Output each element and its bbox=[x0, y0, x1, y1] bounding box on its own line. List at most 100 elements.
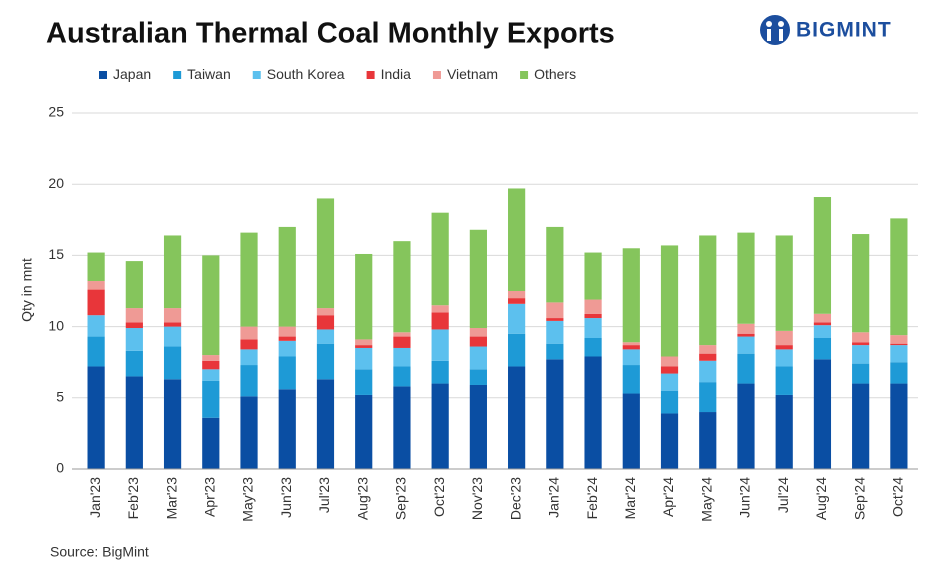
x-tick-label: Sep'24 bbox=[851, 477, 867, 520]
x-tick-label: Jan'24 bbox=[546, 477, 562, 518]
legend-label: India bbox=[381, 66, 412, 82]
bar-segment bbox=[125, 350, 143, 377]
x-tick-label: May'23 bbox=[240, 477, 256, 522]
x-tick-label: Aug'23 bbox=[354, 477, 370, 520]
bar-segment bbox=[87, 289, 105, 316]
bar-segment bbox=[813, 313, 832, 323]
bar-segment bbox=[240, 232, 258, 327]
bar-segment bbox=[813, 337, 832, 360]
bar-segment bbox=[431, 360, 449, 384]
bar-segment bbox=[775, 345, 793, 350]
bar-segment bbox=[125, 376, 143, 469]
legend-swatch bbox=[520, 71, 529, 79]
bar-segment bbox=[393, 386, 411, 469]
bar-segment bbox=[775, 366, 793, 395]
bar-segment bbox=[699, 360, 717, 383]
x-tick-label: Aug'24 bbox=[813, 477, 829, 520]
bar-segment bbox=[278, 389, 296, 469]
bar-segment bbox=[852, 383, 870, 469]
bar-segment bbox=[546, 226, 564, 303]
bar-segment bbox=[316, 379, 335, 469]
bar-segment bbox=[508, 303, 526, 334]
logo-icon-bar bbox=[767, 29, 771, 41]
legend-swatch bbox=[432, 71, 441, 79]
bar-segment bbox=[469, 369, 487, 385]
bar-segment bbox=[622, 345, 640, 350]
bar-segment bbox=[660, 413, 679, 469]
bar-segment bbox=[87, 252, 105, 282]
bar-segment bbox=[355, 345, 373, 348]
bar-segment bbox=[508, 333, 526, 367]
bar-segment bbox=[508, 188, 526, 291]
x-tick-label: Feb'24 bbox=[584, 477, 600, 520]
x-tick-label: Apr'23 bbox=[201, 477, 217, 517]
bar-segment bbox=[584, 318, 602, 338]
x-tick-label: Mar'24 bbox=[622, 477, 638, 520]
x-tick-label: Sep'23 bbox=[393, 477, 409, 520]
bar-segment bbox=[431, 312, 449, 330]
bar-segment bbox=[393, 241, 411, 333]
legend-label: South Korea bbox=[267, 66, 345, 82]
x-tick-label: Mar'23 bbox=[163, 477, 179, 520]
x-tick-label: Oct'24 bbox=[890, 477, 906, 517]
bar-segment bbox=[202, 255, 220, 356]
bar-segment bbox=[278, 336, 296, 341]
bar-segment bbox=[622, 248, 640, 343]
bar-segment bbox=[355, 347, 373, 370]
bar-segment bbox=[813, 322, 832, 326]
bar-segment bbox=[890, 335, 908, 344]
bar-segment bbox=[622, 349, 640, 366]
bar-segment bbox=[890, 383, 908, 469]
bar-segment bbox=[699, 345, 717, 354]
legend-swatch bbox=[99, 71, 107, 79]
logo-icon-bar bbox=[779, 29, 783, 41]
x-tick-label: Nov'23 bbox=[469, 477, 485, 520]
bar-segment bbox=[240, 349, 258, 366]
bar-segment bbox=[584, 299, 602, 314]
bar-segment bbox=[775, 349, 793, 367]
bar-segment bbox=[546, 359, 564, 469]
bar-segment bbox=[202, 417, 220, 469]
bar-segment bbox=[393, 347, 411, 367]
bar-segment bbox=[431, 329, 449, 361]
bar-segment bbox=[469, 229, 487, 329]
bar-segment bbox=[852, 332, 870, 343]
legend-label: Vietnam bbox=[447, 66, 498, 82]
bar-segment bbox=[202, 360, 220, 370]
bar-segment bbox=[852, 363, 870, 384]
bar-segment bbox=[125, 322, 143, 329]
bar-segment bbox=[469, 346, 487, 370]
bar-segment bbox=[355, 253, 373, 340]
bar-segment bbox=[584, 252, 602, 300]
bar-segment bbox=[240, 339, 258, 350]
x-tick-label: Apr'24 bbox=[660, 477, 676, 517]
bar-segment bbox=[202, 380, 220, 418]
bar-segment bbox=[278, 340, 296, 357]
bar-segment bbox=[163, 235, 182, 309]
bar-segment bbox=[775, 235, 793, 331]
y-tick-label: 20 bbox=[48, 175, 64, 191]
bar-segment bbox=[163, 379, 182, 469]
bar-segment bbox=[737, 333, 755, 337]
bar-segment bbox=[699, 412, 717, 469]
bar-segment bbox=[584, 337, 602, 357]
legend-label: Japan bbox=[113, 66, 151, 82]
chart-title: Australian Thermal Coal Monthly Exports bbox=[46, 18, 615, 50]
bar-segment bbox=[699, 235, 717, 346]
bar-segment bbox=[87, 315, 105, 337]
bar-segment bbox=[431, 383, 449, 469]
logo-text: BIGMINT bbox=[796, 19, 892, 42]
bar-segment bbox=[775, 394, 793, 469]
bar-segment bbox=[202, 355, 220, 361]
y-tick-label: 15 bbox=[48, 246, 64, 262]
bar-segment bbox=[737, 232, 755, 324]
bar-segment bbox=[584, 356, 602, 469]
bar-segment bbox=[469, 328, 487, 337]
logo: BIGMINT bbox=[760, 15, 892, 45]
legend-swatch bbox=[252, 71, 261, 79]
bar-segment bbox=[240, 396, 258, 469]
bar-segment bbox=[431, 212, 449, 306]
bar-segment bbox=[508, 298, 526, 304]
bar-segment bbox=[125, 308, 143, 323]
y-tick-label: 10 bbox=[48, 317, 64, 333]
